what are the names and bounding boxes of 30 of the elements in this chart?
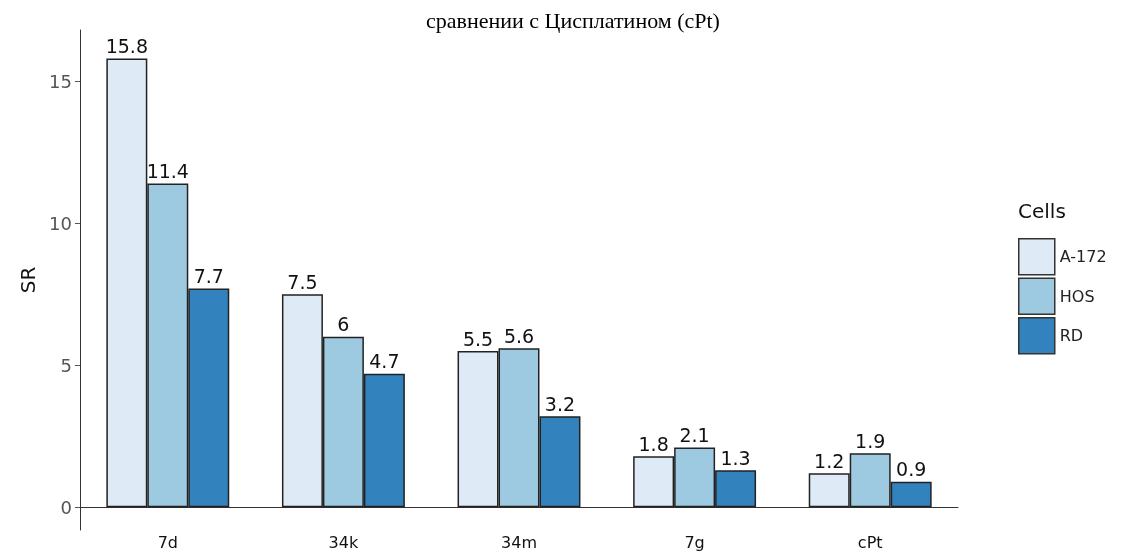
- x-tick-label: 34k: [328, 532, 359, 552]
- data-label: 11.4: [146, 159, 189, 182]
- x-tick-label: 7g: [684, 532, 705, 552]
- y-tick-label: 15: [49, 70, 72, 92]
- data-label: 1.9: [855, 429, 886, 452]
- y-tick-label: 5: [60, 354, 72, 376]
- data-label: 4.7: [369, 350, 400, 373]
- chart-title: сравнении с Цисплатином (cPt): [426, 7, 720, 33]
- data-label: 1.3: [720, 446, 751, 469]
- data-label: 15.8: [105, 34, 148, 57]
- data-label: 6: [337, 313, 350, 336]
- x-tick-label: 7d: [157, 532, 178, 552]
- y-tick-label: 0: [60, 496, 72, 518]
- x-tick-label: cPt: [857, 532, 883, 552]
- x-tick-label: 34m: [501, 532, 537, 552]
- data-label: 1.8: [638, 432, 669, 455]
- data-label: 3.2: [544, 392, 576, 415]
- legend-label: HOS: [1059, 286, 1095, 306]
- data-label: 7.7: [193, 265, 224, 288]
- y-axis-title: SR: [16, 266, 41, 294]
- data-label: 5.6: [503, 324, 535, 347]
- data-label: 5.5: [462, 327, 494, 350]
- legend-label: A-172: [1059, 247, 1107, 267]
- data-label: 2.1: [679, 424, 710, 447]
- y-tick-label: 10: [49, 212, 72, 234]
- data-label: 0.9: [896, 458, 927, 481]
- data-label: 1.2: [814, 449, 845, 472]
- legend-label: RD: [1059, 326, 1084, 346]
- data-label: 7.5: [287, 270, 318, 293]
- legend-title: Cells: [1018, 199, 1066, 223]
